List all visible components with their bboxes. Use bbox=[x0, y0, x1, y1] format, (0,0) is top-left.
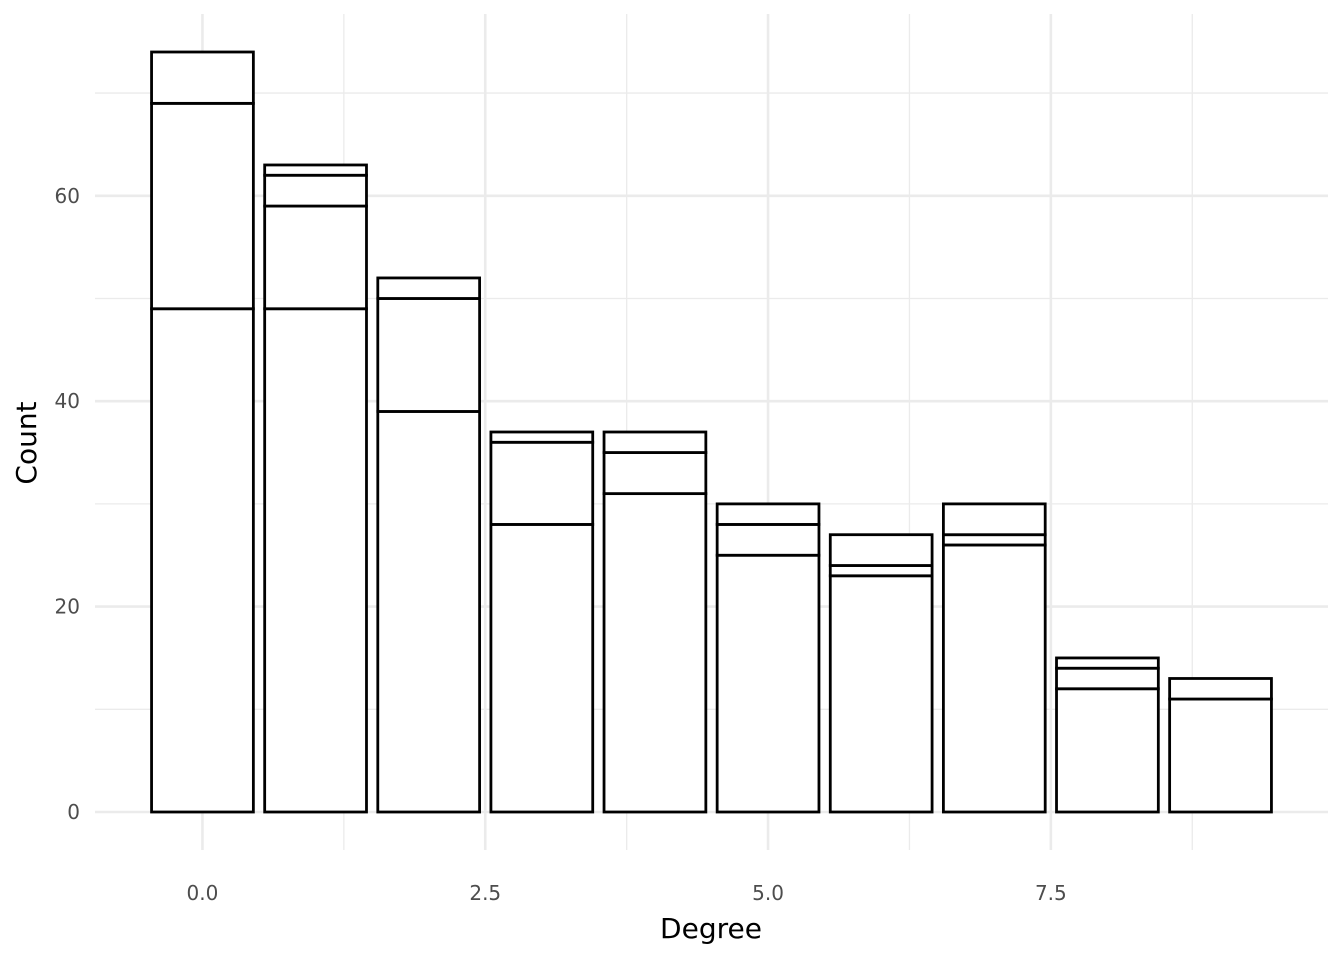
bar-stack bbox=[715, 502, 821, 814]
bar-segment bbox=[376, 410, 482, 814]
bar-segment bbox=[941, 543, 1047, 814]
bar-segment bbox=[263, 163, 368, 177]
bar-segment bbox=[489, 430, 595, 444]
bar-segment bbox=[1055, 656, 1160, 670]
bars bbox=[150, 50, 1273, 814]
x-tick-label: 0.0 bbox=[187, 881, 219, 905]
bar-segment bbox=[263, 307, 368, 814]
bar-segment bbox=[489, 523, 595, 814]
bar-segment bbox=[263, 204, 368, 311]
bar-stack bbox=[489, 430, 595, 814]
bar-stack bbox=[1055, 656, 1160, 814]
bar-segment bbox=[941, 533, 1047, 547]
x-tick-label: 5.0 bbox=[752, 881, 784, 905]
bar-stack bbox=[1168, 677, 1273, 814]
y-tick-label: 40 bbox=[55, 389, 80, 413]
bar-segment bbox=[263, 173, 368, 208]
bar-stack bbox=[941, 502, 1047, 814]
y-tick-label: 20 bbox=[55, 595, 80, 619]
bar-segment bbox=[715, 523, 821, 557]
x-tick-label: 2.5 bbox=[469, 881, 501, 905]
bar-segment bbox=[376, 297, 482, 413]
bar-segment bbox=[1055, 666, 1160, 691]
bar-segment bbox=[1168, 677, 1273, 701]
bar-stack bbox=[263, 163, 368, 814]
bar-stack bbox=[376, 276, 482, 814]
bar-segment bbox=[941, 502, 1047, 537]
y-axis-ticks: 0 20 40 60 bbox=[55, 184, 80, 824]
bar-segment bbox=[150, 307, 255, 814]
bar-segment bbox=[828, 574, 934, 814]
bar-segment bbox=[602, 492, 708, 814]
bar-segment bbox=[1168, 697, 1273, 814]
bar-segment bbox=[1055, 687, 1160, 814]
y-tick-label: 0 bbox=[67, 800, 80, 824]
bar-stack bbox=[828, 533, 934, 814]
bar-segment bbox=[828, 564, 934, 578]
bar-segment bbox=[602, 451, 708, 496]
bar-segment bbox=[715, 553, 821, 814]
x-axis-title: Degree bbox=[660, 912, 762, 945]
bar-stack bbox=[602, 430, 708, 814]
bar-stack bbox=[150, 50, 255, 814]
bar-segment bbox=[150, 101, 255, 311]
bar-segment bbox=[376, 276, 482, 300]
bar-segment bbox=[828, 533, 934, 567]
bar-segment bbox=[602, 430, 708, 454]
bar-segment bbox=[489, 440, 595, 526]
y-tick-label: 60 bbox=[55, 184, 80, 208]
x-tick-label: 7.5 bbox=[1035, 881, 1067, 905]
y-axis-title: Count bbox=[10, 401, 43, 484]
x-axis-ticks: 0.0 2.5 5.0 7.5 bbox=[187, 881, 1067, 905]
bar-segment bbox=[715, 502, 821, 526]
bar-segment bbox=[150, 50, 255, 105]
